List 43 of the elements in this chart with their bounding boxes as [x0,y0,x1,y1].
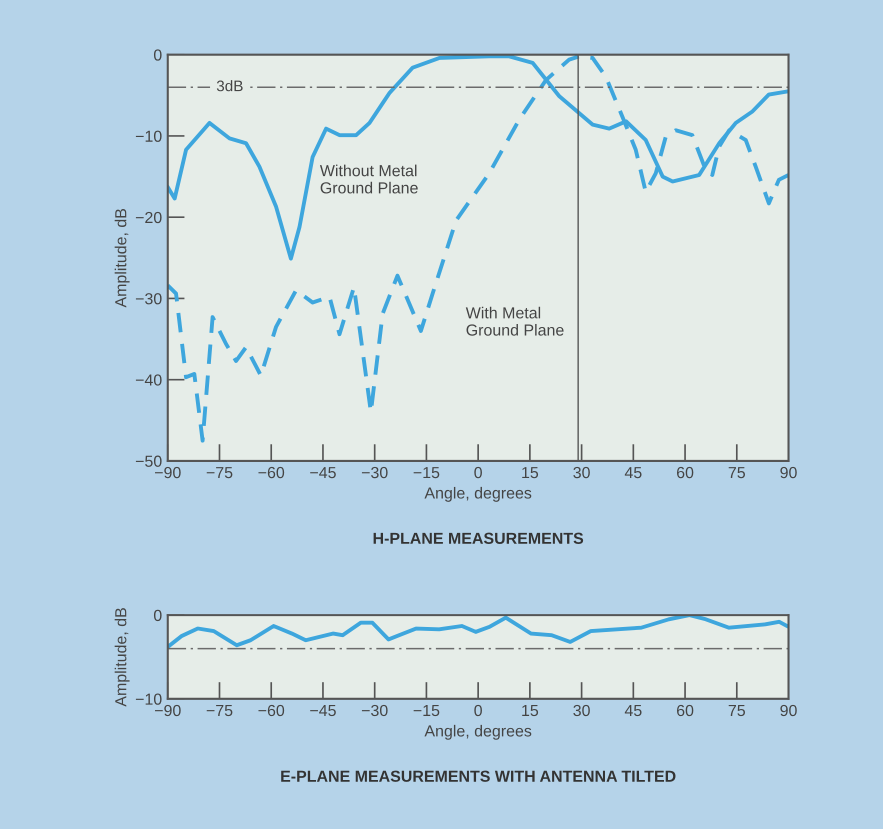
ref-line-label: 3dB [216,80,243,92]
x-tick-label: −75 [206,467,232,478]
x-tick-label: −45 [310,467,336,478]
x-axis-title: Angle, degrees [424,486,532,502]
x-tick-label: −90 [155,466,181,478]
x-tick-label: −30 [362,704,388,716]
x-tick-label: 90 [780,466,797,478]
y-tick-label: −50 [136,456,162,467]
y-axis-title: Amplitude, dB [114,608,130,707]
x-axis-title: Angle, degrees [424,724,532,740]
text: H-PLANE MEASUREMENTS [374,532,584,544]
series-label: Without Metal Ground Plane [320,164,418,194]
x-tick-label: 15 [522,704,538,716]
x-tick-label: −60 [258,704,284,716]
x-tick-label: 75 [728,704,746,716]
text: With Metal Ground Plane [466,306,564,336]
x-tick-label: 90 [780,704,797,716]
y-tick-label: −10 [136,130,162,142]
y-tick-label: −40 [136,374,162,386]
x-tick-label: −45 [310,704,336,716]
x-tick-label: 45 [624,704,642,716]
x-tick-label: 60 [676,704,694,716]
y-tick-label: −30 [136,293,162,304]
text: E-PLANE MEASUREMENTS WITH ANTENNA TILTED [281,770,676,782]
x-tick-label: 30 [573,704,590,716]
x-tick-label: 45 [624,467,642,478]
x-tick-label: −15 [414,467,440,478]
x-tick-label: −15 [414,704,440,716]
x-tick-label: 0 [474,466,482,478]
y-tick-label: −20 [136,212,162,224]
x-tick-label: 0 [474,704,482,716]
y-tick-label: −10 [136,693,162,705]
x-tick-label: −90 [155,704,181,716]
x-tick-label: −60 [258,466,284,478]
y-tick-label: 0 [154,610,162,622]
y-axis-title: Amplitude, dB [114,208,130,308]
x-tick-label: 75 [728,467,746,478]
x-tick-label: 30 [573,466,590,478]
x-tick-label: 60 [676,466,694,478]
x-tick-label: −75 [206,704,232,716]
y-tick-label: 0 [154,49,162,61]
x-tick-label: −30 [362,466,388,478]
x-tick-label: 15 [522,467,538,478]
